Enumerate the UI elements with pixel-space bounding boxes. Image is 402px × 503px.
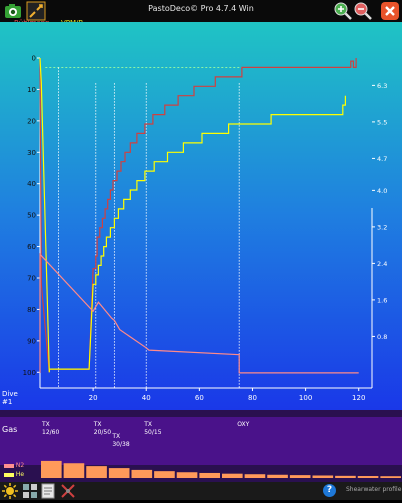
y2-tick-label: 1.6 xyxy=(377,296,387,304)
tissue-legend-he: He xyxy=(4,471,24,478)
x-tick-label: 20 xyxy=(89,394,98,402)
x-tick-label: 100 xyxy=(299,394,312,402)
gas-switch-label: OXY xyxy=(237,421,249,429)
y2-tick-label: 6.3 xyxy=(377,82,387,90)
tissue-n2-bar xyxy=(64,463,85,478)
tissue-n2-bar xyxy=(199,473,220,478)
y-tick-label: 30 xyxy=(27,149,36,157)
tissue-n2-bar xyxy=(380,476,401,478)
y-tick-label: 10 xyxy=(27,86,36,94)
gas-switch-label: TX 20/50 xyxy=(94,421,111,437)
help-icon[interactable]: ? xyxy=(323,484,336,497)
chart-background xyxy=(0,22,402,410)
x-tick-label: 40 xyxy=(142,394,151,402)
tissue-n2-bar xyxy=(222,474,243,478)
y-tick-label: 50 xyxy=(27,212,36,220)
y-tick-label: 90 xyxy=(27,337,36,345)
y-tick-label: 70 xyxy=(27,275,36,283)
tissue-n2-bar xyxy=(132,470,153,478)
n2-swatch xyxy=(4,464,14,468)
tissue-n2-bar xyxy=(290,475,311,478)
y2-tick-label: 4.7 xyxy=(377,155,387,163)
tissue-n2-bar xyxy=(41,461,62,478)
tiles-icon[interactable] xyxy=(22,483,38,503)
gas-header: Gas xyxy=(2,425,17,434)
y2-tick-label: 3.2 xyxy=(377,223,387,231)
y-tick-label: 0 xyxy=(32,55,36,63)
y2-tick-label: 4.0 xyxy=(377,187,387,195)
gas-switch-label: TX 12/60 xyxy=(42,421,59,437)
tissue-n2-bar xyxy=(154,471,175,478)
x-tick-label: 120 xyxy=(352,394,365,402)
x-tick-label: 60 xyxy=(195,394,204,402)
tissue-legend-n2: N2 xyxy=(4,462,24,469)
status-bar: ? Shearwater profile xyxy=(0,482,402,500)
tissue-n2-bar xyxy=(335,476,356,478)
tissue-n2-bar xyxy=(177,472,198,478)
he-label: He xyxy=(16,471,24,478)
crossed-tools-icon[interactable] xyxy=(60,483,76,503)
shearwater-profile-link[interactable]: Shearwater profile xyxy=(346,486,401,493)
dive-label-line1: Dive xyxy=(2,390,18,398)
y2-tick-label: 0.8 xyxy=(377,333,387,341)
gas-switch-label: TX 50/15 xyxy=(144,421,161,437)
dive-profile-chart[interactable]: Dive#1 0 10 20 30 40 50 60 70 80 90 100 20 40 60 80 100 1… xyxy=(0,22,402,410)
he-swatch xyxy=(4,473,14,477)
n2-label: N2 xyxy=(16,462,24,469)
gas-switch-label: TX 30/38 xyxy=(112,433,129,449)
tissue-n2-bar xyxy=(267,475,288,478)
settings-sun-icon[interactable] xyxy=(2,483,18,503)
y-tick-label: 60 xyxy=(27,243,36,251)
x-tick-label: 80 xyxy=(248,394,257,402)
tissue-n2-bar xyxy=(313,475,334,478)
y-tick-label: 100 xyxy=(23,369,36,377)
y2-tick-label: 2.4 xyxy=(377,260,387,268)
title-bar: PastoDeco© Pro 4.7.4 Win Bühlmann VPM/B xyxy=(0,0,402,22)
y-tick-label: 20 xyxy=(27,117,36,125)
tissue-n2-bar xyxy=(245,474,266,478)
tissue-n2-bar xyxy=(358,476,379,478)
dive-label-line2: #1 xyxy=(2,398,12,406)
y2-tick-label: 5.5 xyxy=(377,118,387,126)
y-tick-label: 80 xyxy=(27,306,36,314)
tissue-n2-bar xyxy=(86,466,107,478)
tissue-n2-bar xyxy=(109,468,130,478)
y-tick-label: 40 xyxy=(27,180,36,188)
document-icon[interactable] xyxy=(40,483,56,503)
